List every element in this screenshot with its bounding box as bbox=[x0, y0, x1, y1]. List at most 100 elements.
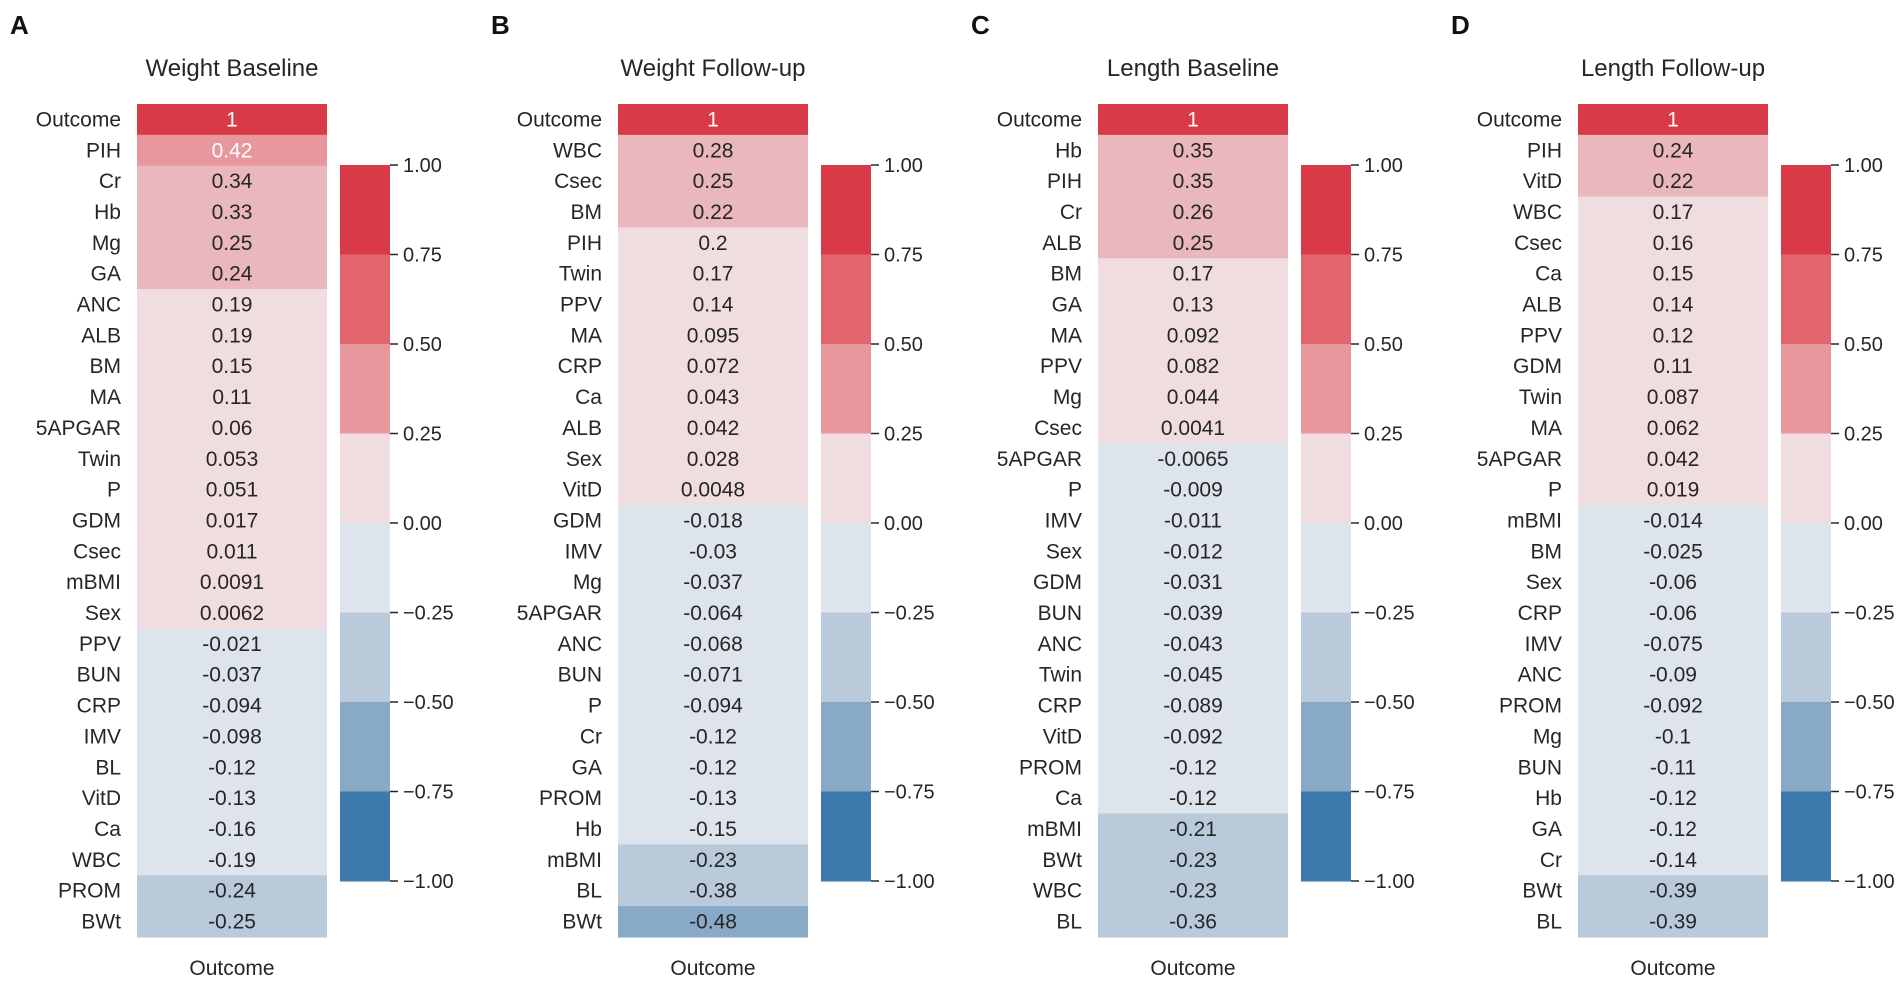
cell-value-label: -0.23 bbox=[689, 849, 737, 872]
heatmap-cell bbox=[1578, 566, 1768, 599]
heatmap-cell bbox=[618, 196, 808, 228]
heatmap-cell bbox=[1098, 906, 1288, 938]
heatmap-cell bbox=[137, 535, 327, 568]
cell-value-label: 0.051 bbox=[206, 479, 259, 502]
row-label: GDM bbox=[72, 509, 121, 532]
heatmap-cell bbox=[1578, 474, 1768, 506]
heatmap-cell bbox=[1098, 165, 1288, 198]
colorbar-segment bbox=[1301, 165, 1351, 255]
row-label: ANC bbox=[558, 633, 602, 656]
cell-value-label: -0.037 bbox=[202, 664, 262, 687]
panel-d: D Length Follow-up 1 Outcome 0.24 PIH 0.22 VitD… bbox=[1451, 10, 1895, 980]
cell-value-label: 0.042 bbox=[687, 417, 740, 440]
row-label: mBMI bbox=[1507, 509, 1562, 532]
cell-value-label: 0.0062 bbox=[200, 602, 264, 625]
colorbar-segment bbox=[821, 612, 871, 703]
cell-value-label: 0.16 bbox=[1653, 232, 1694, 255]
cell-value-label: -0.098 bbox=[202, 725, 262, 748]
heatmap-cell bbox=[1098, 350, 1288, 383]
row-label: Twin bbox=[559, 263, 602, 286]
row-label: MA bbox=[90, 386, 122, 409]
cell-value-label: 0.19 bbox=[212, 324, 253, 347]
cell-value-label: 0.17 bbox=[693, 263, 734, 286]
colorbar-tick-label: 0.50 bbox=[1364, 334, 1403, 356]
colorbar-tick-label: 0.50 bbox=[884, 334, 923, 356]
cell-value-label: -0.12 bbox=[1649, 787, 1697, 810]
row-label: BM bbox=[1051, 263, 1083, 286]
heatmap-cell bbox=[137, 721, 327, 753]
heatmap-cell bbox=[137, 751, 327, 784]
row-label: P bbox=[1068, 479, 1082, 502]
row-label: WBC bbox=[553, 139, 602, 162]
colorbar-segment bbox=[340, 702, 390, 792]
heatmap-cell bbox=[137, 844, 327, 876]
heatmap-cell bbox=[1578, 505, 1768, 537]
row-label: 5APGAR bbox=[36, 417, 121, 440]
heatmap-cell bbox=[137, 165, 327, 198]
row-label: Hb bbox=[575, 818, 602, 841]
colorbar-tick-label: −0.75 bbox=[884, 782, 935, 804]
heatmap-cell bbox=[1578, 350, 1768, 383]
cell-value-label: 0.22 bbox=[693, 201, 734, 224]
row-label: PIH bbox=[1527, 139, 1562, 162]
heatmap-cell bbox=[618, 289, 808, 321]
cell-value-label: -0.12 bbox=[1649, 818, 1697, 841]
cell-value-label: -0.039 bbox=[1163, 602, 1223, 625]
heatmap-cell bbox=[618, 597, 808, 630]
panel-letter: A bbox=[10, 10, 29, 40]
cell-value-label: -0.48 bbox=[689, 911, 737, 934]
row-label: MA bbox=[1531, 417, 1563, 440]
cell-value-label: -0.09 bbox=[1649, 664, 1697, 687]
heatmap-cell bbox=[618, 319, 808, 352]
colorbar-segment bbox=[1781, 612, 1831, 703]
cell-value-label: 0.092 bbox=[1167, 324, 1220, 347]
colorbar-segment bbox=[821, 254, 871, 345]
heatmap-cell bbox=[618, 906, 808, 938]
colorbar-tick-label: 0.75 bbox=[884, 245, 923, 267]
cell-value-label: -0.12 bbox=[208, 756, 256, 779]
row-label: Ca bbox=[575, 386, 602, 409]
colorbar: 1.00 0.75 0.50 0.25 0.00 −0.25 −0.50 −0.75 −1.00 bbox=[340, 155, 454, 893]
cell-value-label: 0.17 bbox=[1653, 201, 1694, 224]
row-label: IMV bbox=[565, 540, 602, 563]
row-label: Cr bbox=[580, 725, 602, 748]
heatmap-cell bbox=[1578, 535, 1768, 568]
heatmap-cell bbox=[1098, 289, 1288, 321]
row-label: BWt bbox=[81, 911, 121, 934]
row-label: Csec bbox=[1034, 417, 1082, 440]
heatmap-cell bbox=[1578, 227, 1768, 259]
row-label: P bbox=[107, 479, 121, 502]
heatmap-cell bbox=[137, 134, 327, 167]
cell-value-label: 0.06 bbox=[212, 417, 253, 440]
colorbar-tick-label: 1.00 bbox=[1364, 155, 1403, 177]
heatmap-cell bbox=[618, 227, 808, 259]
row-label: PROM bbox=[1019, 756, 1082, 779]
heatmap-cell bbox=[618, 443, 808, 475]
cell-value-label: 1 bbox=[1667, 108, 1679, 131]
row-label: CRP bbox=[1518, 602, 1562, 625]
heatmap-cell bbox=[618, 628, 808, 660]
heatmap-cell bbox=[1098, 566, 1288, 599]
heatmap-cell bbox=[137, 258, 327, 290]
cell-value-label: 1 bbox=[1187, 108, 1199, 131]
row-label: Ca bbox=[94, 818, 121, 841]
row-label: Mg bbox=[1053, 386, 1082, 409]
row-label: WBC bbox=[1033, 880, 1082, 903]
row-label: Mg bbox=[573, 571, 602, 594]
cell-value-label: 0.2 bbox=[698, 232, 727, 255]
cell-value-label: 0.28 bbox=[693, 139, 734, 162]
cell-value-label: 0.095 bbox=[687, 324, 740, 347]
row-label: BL bbox=[1056, 911, 1082, 934]
cell-value-label: -0.19 bbox=[208, 849, 256, 872]
cell-value-label: 0.043 bbox=[687, 386, 740, 409]
x-axis-label: Outcome bbox=[1150, 957, 1235, 980]
colorbar-segment bbox=[821, 702, 871, 792]
heatmap-cell bbox=[618, 165, 808, 198]
colorbar-segment bbox=[1781, 344, 1831, 434]
row-label: BUN bbox=[1518, 756, 1562, 779]
heatmap-cell bbox=[137, 597, 327, 630]
heatmap-cell bbox=[618, 813, 808, 845]
row-label: IMV bbox=[1525, 633, 1562, 656]
cell-value-label: -0.075 bbox=[1643, 633, 1703, 656]
colorbar-tick-label: −0.25 bbox=[403, 603, 454, 625]
